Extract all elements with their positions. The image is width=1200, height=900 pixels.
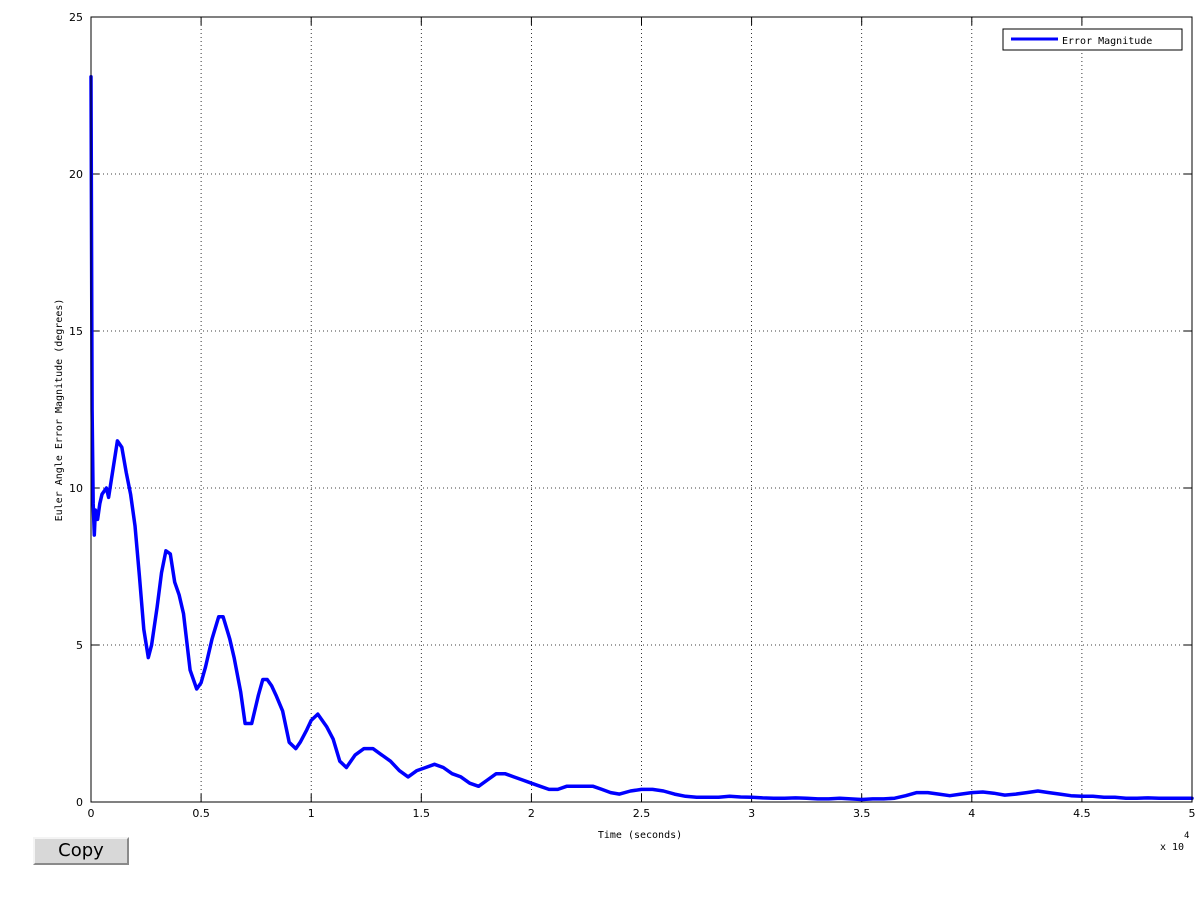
- legend-box: [1002, 28, 1183, 51]
- x-tick-label: 3: [748, 807, 755, 820]
- y-tick-label: 0: [76, 796, 83, 809]
- y-axis-label: Euler Angle Error Magnitude (degrees): [54, 299, 65, 522]
- grid-lines: [91, 17, 1192, 802]
- x-tick-label: 5: [1189, 807, 1196, 820]
- series-layer: [89, 74, 1194, 802]
- x-tick-label: 2.5: [633, 807, 651, 820]
- x-tick-label: 0: [88, 807, 95, 820]
- x-tick-label: 1.5: [413, 807, 431, 820]
- y-tick-label: 15: [69, 325, 83, 338]
- x-tick-label: 0.5: [192, 807, 210, 820]
- y-tick-label: 25: [69, 11, 83, 24]
- legend: Error Magnitude: [1002, 28, 1183, 51]
- x-axis-multiplier: x 10: [1160, 842, 1184, 853]
- x-axis-label: Time (seconds): [598, 830, 682, 841]
- x-axis-multiplier-exponent: 4: [1184, 831, 1189, 841]
- x-tick-label: 3.5: [853, 807, 871, 820]
- y-tick-label: 20: [69, 168, 83, 181]
- x-tick-label: 4: [968, 807, 975, 820]
- x-tick-label: 4.5: [1073, 807, 1091, 820]
- tick-labels: 0 0.5 1 1.5 2 2.5 3 3.5 4 4.5 5 0 5 10 15 20 25: [69, 11, 1196, 820]
- series-line-error-magnitude: [89, 74, 1194, 802]
- y-tick-label: 10: [69, 482, 83, 495]
- legend-entry-label: Error Magnitude: [1062, 36, 1152, 47]
- plot-frame: [90, 16, 1193, 803]
- x-tick-label: 1: [308, 807, 315, 820]
- y-tick-label: 5: [76, 639, 83, 652]
- x-tick-label: 2: [528, 807, 535, 820]
- copy-button[interactable]: Copy: [33, 837, 129, 865]
